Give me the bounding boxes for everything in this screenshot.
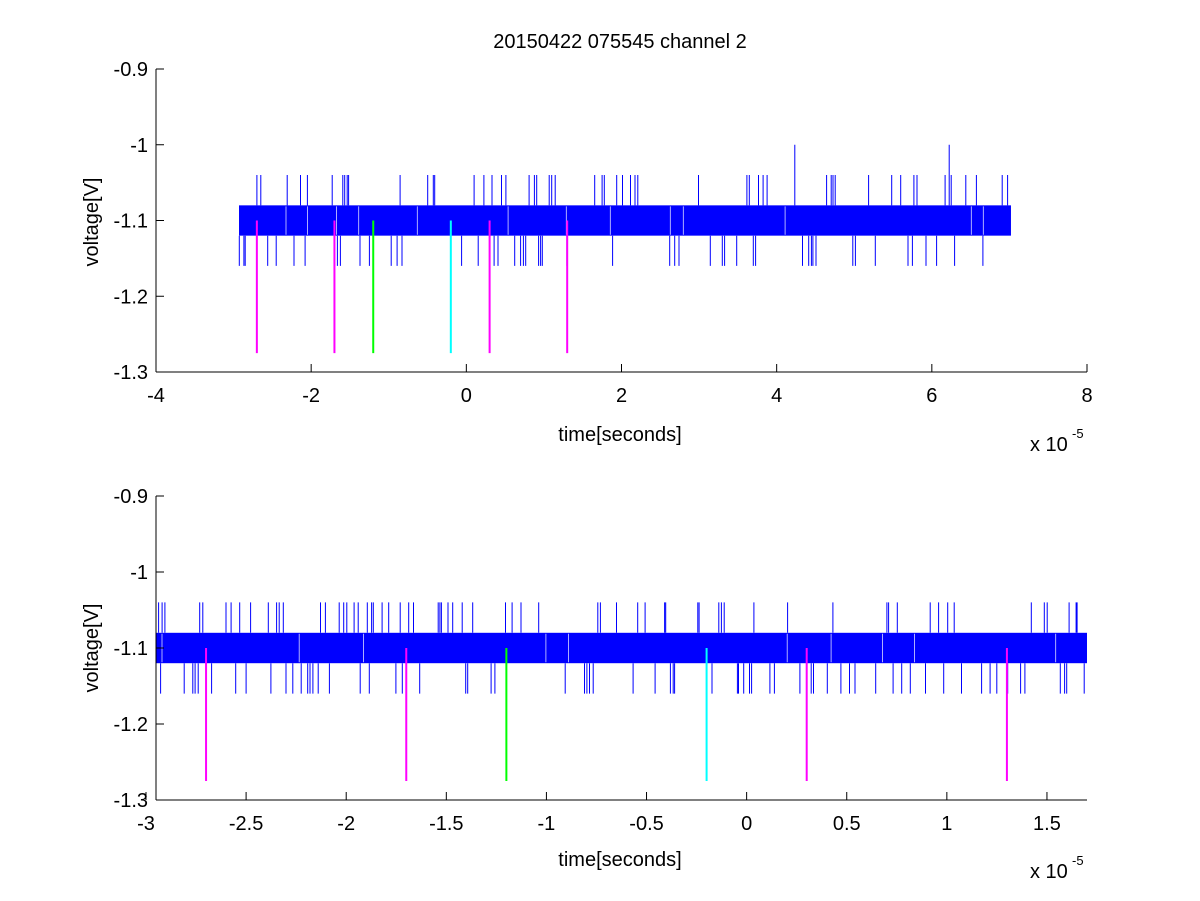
- x-exponent-superscript: -5: [1072, 426, 1084, 441]
- signal-band: [239, 205, 1011, 236]
- x-tick-label: -1.5: [429, 813, 463, 835]
- subplot-bottom: -3 -2.5 -2 -1.5 -1 -0.5 0 0.5 1 1.5 -0.9 -1 -1.1 -1.2…: [81, 486, 1087, 883]
- x-tick-label: -2.5: [229, 813, 263, 835]
- x-tick-label: 4: [771, 385, 782, 407]
- axes: [155, 68, 1088, 373]
- event-markers: [255, 220, 569, 354]
- x-axis-label: time[seconds]: [558, 424, 681, 446]
- y-tick-label: -1.2: [114, 286, 148, 308]
- signal-spikes: [238, 144, 1009, 266]
- x-tick-label: -0.5: [629, 813, 663, 835]
- x-tick-label: -4: [147, 385, 165, 407]
- x-tick-label: 6: [926, 385, 937, 407]
- signal-trace: [238, 144, 1011, 266]
- x-tick-label: -3: [137, 813, 155, 835]
- signal-trace: [156, 602, 1087, 694]
- signal-spikes: [158, 602, 1085, 694]
- y-tick-label: -1.1: [114, 211, 148, 233]
- y-axis-label: voltage[V]: [81, 178, 103, 267]
- tick-labels: -3 -2.5 -2 -1.5 -1 -0.5 0 0.5 1 1.5 -0.9 -1 -1.1 -1.2…: [114, 486, 1061, 835]
- y-tick-label: -0.9: [114, 486, 148, 508]
- y-tick-label: -1.3: [114, 790, 148, 812]
- y-tick-label: -1.1: [114, 638, 148, 660]
- x-tick-label: 0: [461, 385, 472, 407]
- x-tick-label: -2: [302, 385, 320, 407]
- x-tick-label: 1.5: [1033, 813, 1061, 835]
- x-tick-label: 0: [741, 813, 752, 835]
- x-tick-label: 1: [941, 813, 952, 835]
- x-tick-label: 0.5: [833, 813, 861, 835]
- x-tick-label: 8: [1081, 385, 1092, 407]
- y-tick-label: -1: [130, 135, 148, 157]
- axes: [145, 495, 1087, 801]
- y-tick-label: -0.9: [114, 59, 148, 81]
- y-tick-label: -1.3: [114, 362, 148, 384]
- x-tick-label: -1: [538, 813, 556, 835]
- y-axis-label: voltage[V]: [81, 604, 103, 693]
- y-tick-label: -1: [130, 562, 148, 584]
- tick-labels: -4 -2 0 2 4 6 8 -0.9 -1 -1.1 -1.2 -1.3: [114, 59, 1093, 407]
- x-axis-label: time[seconds]: [558, 849, 681, 871]
- x-tick-label: -2: [337, 813, 355, 835]
- x-tick-label: 2: [616, 385, 627, 407]
- figure-title: 20150422 075545 channel 2: [493, 31, 747, 53]
- x-exponent-label: x 10: [1030, 861, 1068, 883]
- event-markers: [205, 648, 1008, 781]
- signal-gaps: [285, 206, 984, 235]
- subplot-top: -4 -2 0 2 4 6 8 -0.9 -1 -1.1 -1.2 -1.3 time[seconds…: [81, 59, 1093, 456]
- x-exponent-superscript: -5: [1072, 853, 1084, 868]
- x-exponent-label: x 10: [1030, 434, 1068, 456]
- signal-band: [156, 632, 1087, 664]
- y-tick-label: -1.2: [114, 714, 148, 736]
